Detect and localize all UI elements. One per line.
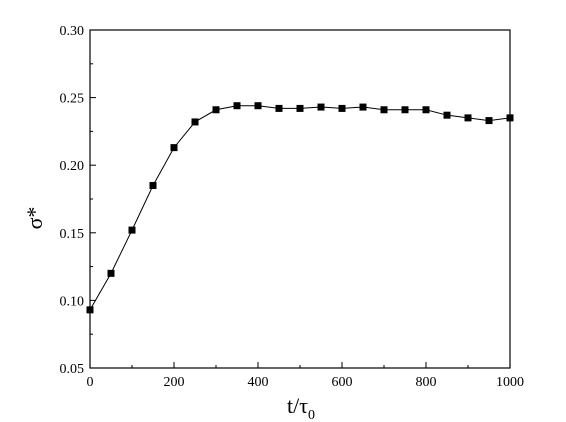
data-point-marker [233, 102, 241, 110]
data-point-marker [275, 104, 283, 112]
data-point-marker [191, 118, 199, 126]
data-point-marker [212, 106, 220, 114]
plot-frame [89, 29, 511, 369]
data-point-marker [296, 104, 304, 112]
x-tick-label: 200 [164, 375, 185, 390]
data-point-marker [107, 269, 115, 277]
data-point-marker [443, 111, 451, 119]
y-tick-label: 0.30 [60, 24, 85, 39]
x-tick-label: 800 [416, 375, 437, 390]
data-point-marker [422, 106, 430, 114]
data-point-marker [401, 106, 409, 114]
data-point-marker [338, 104, 346, 112]
plot-border [89, 29, 511, 369]
y-tick-label: 0.10 [60, 294, 85, 309]
data-point-marker [485, 117, 493, 125]
y-tick-label: 0.20 [60, 159, 85, 174]
series-line [89, 105, 511, 311]
data-point-marker [170, 144, 178, 152]
x-axis-label: t/τ0 [287, 393, 315, 422]
y-tick-label: 0.05 [60, 362, 85, 377]
data-point-marker [380, 106, 388, 114]
data-point-marker [506, 114, 514, 122]
data-point-marker [86, 306, 94, 314]
y-axis-label: σ* [22, 207, 47, 230]
data-point-marker [149, 181, 157, 189]
x-tick-label: 600 [332, 375, 353, 390]
series-layer [86, 102, 514, 314]
y-tick-label: 0.25 [60, 92, 85, 107]
y-tick-label: 0.15 [60, 227, 85, 242]
x-tick-label: 1000 [496, 375, 524, 390]
x-tick-label: 400 [248, 375, 269, 390]
data-point-marker [317, 103, 325, 111]
data-point-marker [464, 114, 472, 122]
x-axis-ticks: 0 200 400 600 800 1000 [87, 362, 524, 390]
data-point-marker [359, 103, 367, 111]
y-axis-ticks: 0.05 0.10 0.15 0.20 0.25 0.30 [60, 24, 96, 377]
data-point-marker [254, 102, 262, 110]
data-point-marker [128, 226, 136, 234]
x-tick-label: 0 [87, 375, 94, 390]
